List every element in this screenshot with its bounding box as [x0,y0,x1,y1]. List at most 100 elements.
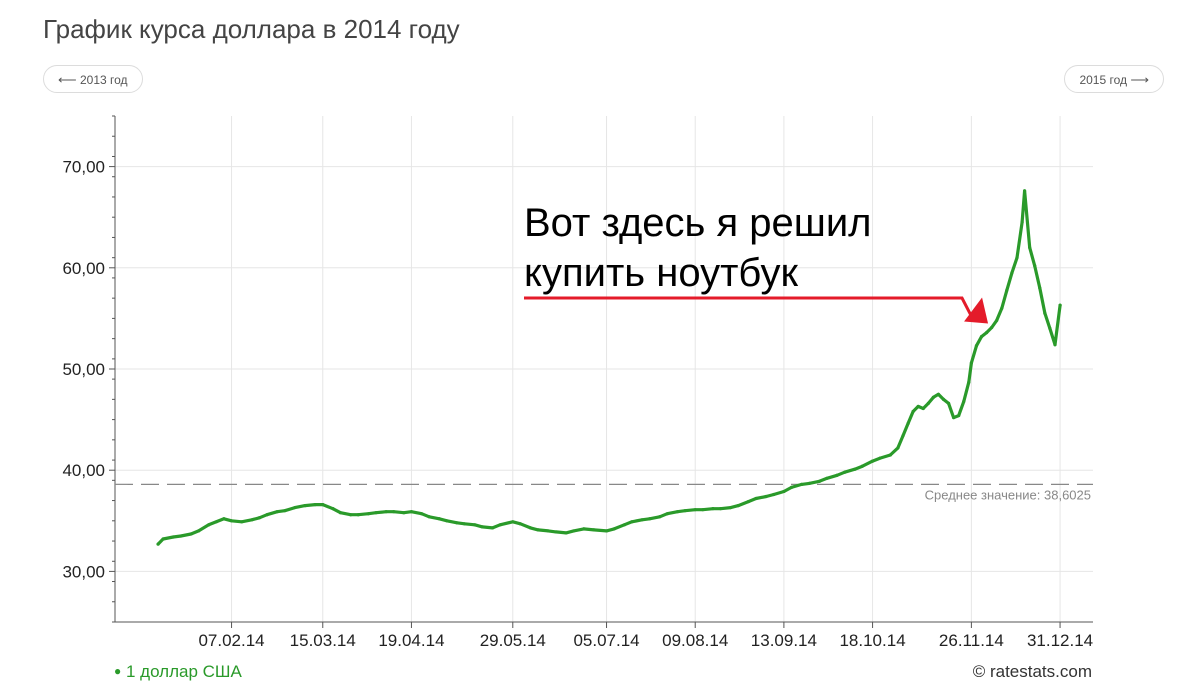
data-point [817,479,821,483]
data-point [1053,343,1057,347]
data-point [445,519,449,523]
data-point [1015,256,1019,260]
data-point [156,542,160,546]
data-point [612,527,616,531]
data-point [888,453,892,457]
data-point [800,482,804,486]
data-point [648,517,652,521]
data-point [665,512,669,516]
x-tick-label: 31.12.14 [1027,631,1093,650]
x-tick-label: 13.09.14 [751,631,817,650]
data-point [675,510,680,514]
legend-series-label: 1 доллар США [125,662,242,681]
data-point [240,520,244,524]
data-point [161,537,165,541]
data-point [321,503,325,507]
data-point [179,534,183,538]
data-point [921,406,925,411]
x-tick-label: 09.08.14 [662,631,728,650]
data-point [807,481,811,485]
data-point [214,520,218,524]
arrow-right-icon: ⟶ [1130,72,1149,87]
data-point [782,489,786,494]
data-point [331,507,335,511]
data-point [926,401,930,406]
data-point [528,526,533,530]
prev-year-label: 2013 год [79,73,128,87]
y-tick-label: 60,00 [62,259,105,278]
data-point [1028,245,1032,250]
data-point [1043,311,1047,315]
data-point [860,464,865,468]
data-point [250,518,254,522]
annotation: Вот здесь я решил купить ноутбук [524,201,989,324]
data-point [843,470,847,474]
data-point [640,518,644,522]
annotation-text-line-1: Вот здесь я решил [524,201,872,245]
data-point [974,344,979,348]
data-point [906,422,910,426]
prev-year-button[interactable]: ⟵ 2013 год [43,65,143,93]
data-point [293,506,297,510]
data-point [338,511,343,515]
data-point [1038,286,1042,290]
data-point [911,409,915,414]
data-point [1022,189,1027,193]
data-point [870,459,875,463]
data-point [356,513,360,517]
annotation-arrow-line [524,296,974,319]
data-point [275,510,279,514]
y-tick-label: 50,00 [62,360,105,379]
data-point [853,467,857,471]
data-point [693,508,697,512]
data-point [952,415,956,420]
copyright: © ratestats.com [972,662,1092,681]
data-point [437,517,441,521]
data-point [384,510,388,514]
data-point [564,531,568,535]
data-point [931,395,935,399]
data-point [366,512,370,516]
data-point [683,509,687,513]
data-point [729,506,733,510]
y-tick-label: 30,00 [62,562,105,581]
data-point [1000,306,1004,310]
data-point [265,513,269,517]
arrow-left-icon: ⟵ [58,72,77,87]
data-point [969,361,973,365]
data-point [480,525,484,529]
data-point [754,496,758,501]
data-point [1020,220,1024,224]
data-point [936,392,941,396]
data-point [946,401,951,406]
legend[interactable]: ● 1 доллар США [114,662,242,682]
x-tick-label: 18.10.14 [839,631,905,650]
data-point [222,517,226,521]
data-point [189,532,193,536]
data-point [711,507,715,511]
data-point [546,529,550,533]
data-point [957,413,961,418]
data-point [374,511,378,515]
data-point [592,528,596,532]
data-point [896,446,900,450]
next-year-button[interactable]: 2015 год ⟶ [1064,65,1164,93]
data-point [835,473,839,477]
data-point [967,380,971,384]
data-point [916,404,920,409]
data-point [772,492,776,497]
data-point [490,526,495,530]
data-point [718,507,723,511]
data-point [901,434,905,438]
data-point [630,520,634,524]
data-point [1058,303,1062,307]
data-point [1005,288,1009,292]
data-point [313,503,317,507]
axes: 30,00 40,00 50,00 60,00 70,00 07.02.14 15.03.1… [62,115,1093,650]
average-line-group: Среднее значение: 38,6025 [115,483,1093,502]
data-point [984,330,989,335]
data-point [1033,264,1037,268]
data-point [825,476,829,480]
data-point [878,456,882,460]
